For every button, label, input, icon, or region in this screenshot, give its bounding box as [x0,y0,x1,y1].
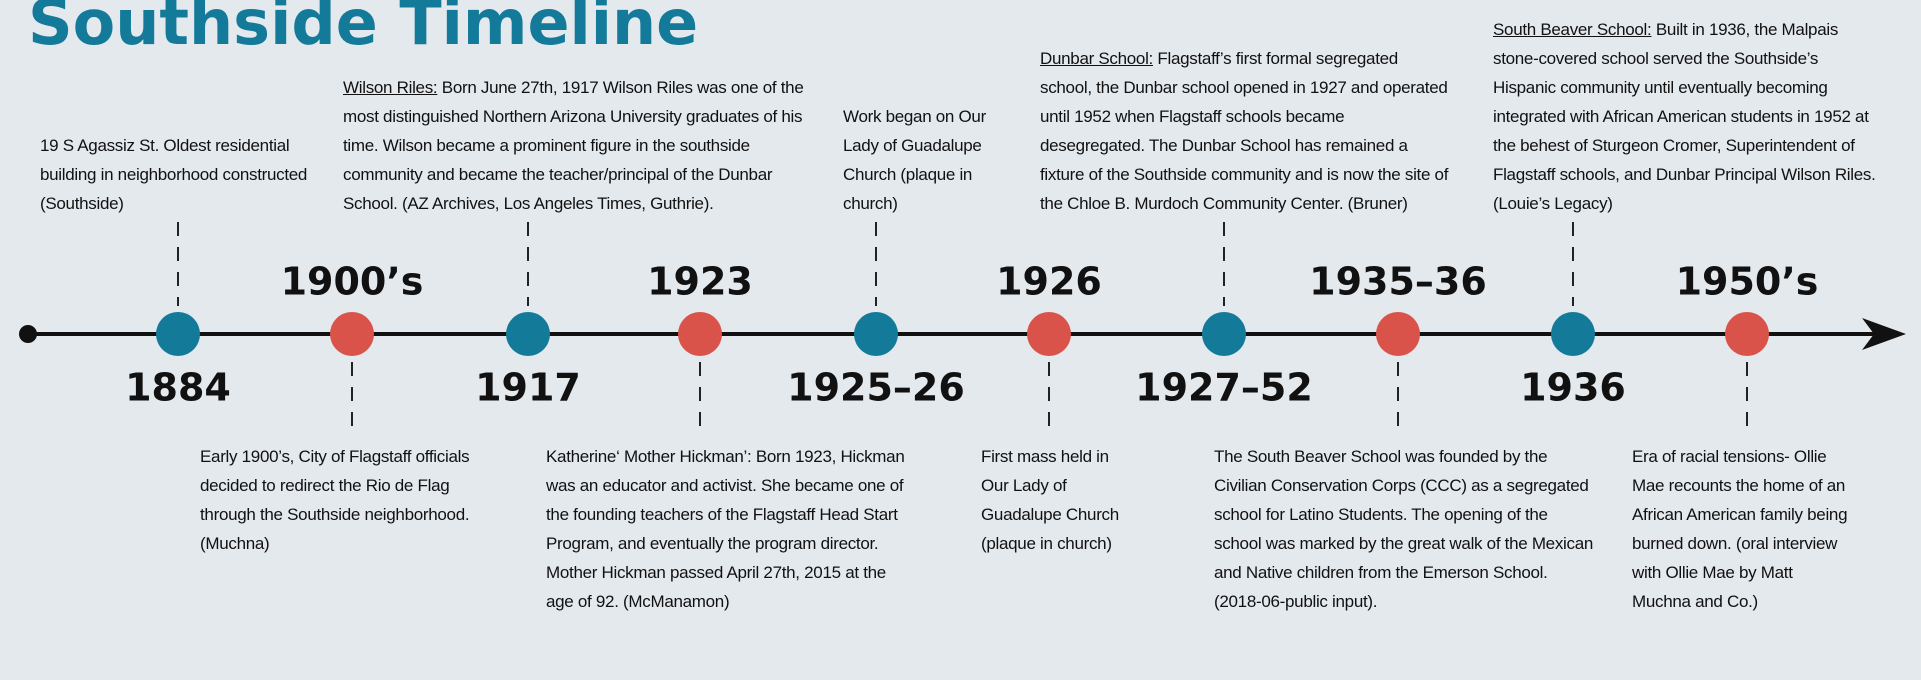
event-text: The South Beaver School was founded by t… [1214,442,1594,616]
event-year: 1935–36 [1309,260,1487,304]
event-node [506,312,550,356]
event-text: Work began on Our Lady of Guadalupe Chur… [843,102,998,218]
title: Southside Timeline [28,0,699,59]
axis-start [19,325,37,343]
event-year: 1884 [125,366,231,410]
event-description: Work began on Our Lady of Guadalupe Chur… [843,107,986,213]
axis-arrow [1862,318,1906,350]
event-node [330,312,374,356]
event-description: The South Beaver School was founded by t… [1214,447,1594,611]
event-lead: Dunbar School: [1040,49,1153,68]
event-year: 1950’s [1676,260,1819,304]
event-text: Early 1900’s, City of Flagstaff official… [200,442,480,558]
event-description: First mass held in Our Lady of Guadalupe… [981,447,1119,553]
event-node [1202,312,1246,356]
event-text: Wilson Riles: Born June 27th, 1917 Wilso… [343,73,828,218]
event-year: 1926 [996,260,1102,304]
event-lead: South Beaver School: [1493,20,1652,39]
event-text: South Beaver School: Built in 1936, the … [1493,15,1885,218]
event-year: 1917 [475,366,581,410]
event-description: Flagstaff’s first formal segregated scho… [1040,49,1449,213]
event-description: 19 S Agassiz St. Oldest residential buil… [40,136,308,213]
event-year: 1900’s [281,260,424,304]
event-year: 1923 [647,260,753,304]
event-node [156,312,200,356]
event-node [1027,312,1071,356]
event-description: Early 1900’s, City of Flagstaff official… [200,447,470,553]
event-year: 1927–52 [1135,366,1313,410]
event-node [678,312,722,356]
event-description: Era of racial tensions- Ollie Mae recoun… [1632,447,1848,611]
event-node [1551,312,1595,356]
event-lead: Wilson Riles: [343,78,438,97]
event-text: Era of racial tensions- Ollie Mae recoun… [1632,442,1852,616]
event-description: Born June 27th, 1917 Wilson Riles was on… [343,78,804,213]
event-text: 19 S Agassiz St. Oldest residential buil… [40,131,320,218]
event-description: Katherine‘ Mother Hickman’: Born 1923, H… [546,447,905,611]
event-node [1376,312,1420,356]
event-node [854,312,898,356]
event-year: 1936 [1520,366,1626,410]
event-text: Dunbar School: Flagstaff’s first formal … [1040,44,1450,218]
event-description: Built in 1936, the Malpais stone-covered… [1493,20,1876,213]
event-text: Katherine‘ Mother Hickman’: Born 1923, H… [546,442,911,616]
event-year: 1925–26 [787,366,965,410]
event-node [1725,312,1769,356]
event-text: First mass held in Our Lady of Guadalupe… [981,442,1136,558]
